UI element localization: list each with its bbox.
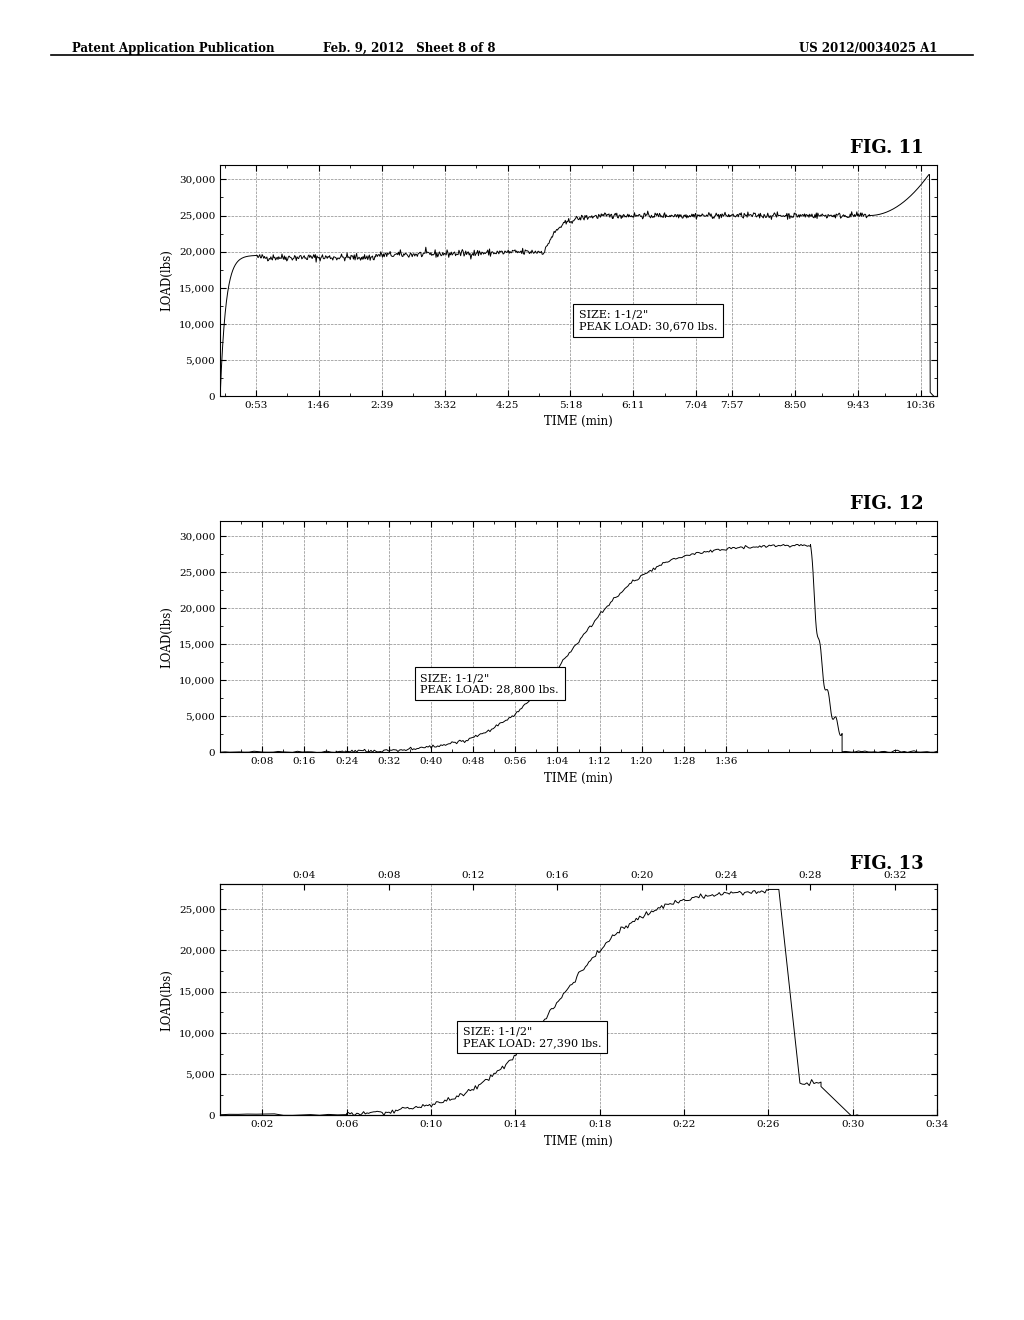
X-axis label: TIME (min): TIME (min) <box>544 772 613 785</box>
X-axis label: TIME (min): TIME (min) <box>544 1135 613 1148</box>
Y-axis label: LOAD(lbs): LOAD(lbs) <box>161 249 173 312</box>
Text: US 2012/0034025 A1: US 2012/0034025 A1 <box>799 42 937 55</box>
Text: SIZE: 1-1/2"
PEAK LOAD: 27,390 lbs.: SIZE: 1-1/2" PEAK LOAD: 27,390 lbs. <box>463 1026 601 1048</box>
X-axis label: TIME (min): TIME (min) <box>544 416 613 429</box>
Text: FIG. 11: FIG. 11 <box>850 139 924 157</box>
Text: SIZE: 1-1/2"
PEAK LOAD: 28,800 lbs.: SIZE: 1-1/2" PEAK LOAD: 28,800 lbs. <box>421 673 559 694</box>
Text: SIZE: 1-1/2"
PEAK LOAD: 30,670 lbs.: SIZE: 1-1/2" PEAK LOAD: 30,670 lbs. <box>579 309 717 331</box>
Y-axis label: LOAD(lbs): LOAD(lbs) <box>161 606 173 668</box>
Y-axis label: LOAD(lbs): LOAD(lbs) <box>161 969 173 1031</box>
Text: Feb. 9, 2012   Sheet 8 of 8: Feb. 9, 2012 Sheet 8 of 8 <box>324 42 496 55</box>
Text: Patent Application Publication: Patent Application Publication <box>72 42 274 55</box>
Text: FIG. 12: FIG. 12 <box>850 495 924 513</box>
Text: FIG. 13: FIG. 13 <box>850 855 924 874</box>
